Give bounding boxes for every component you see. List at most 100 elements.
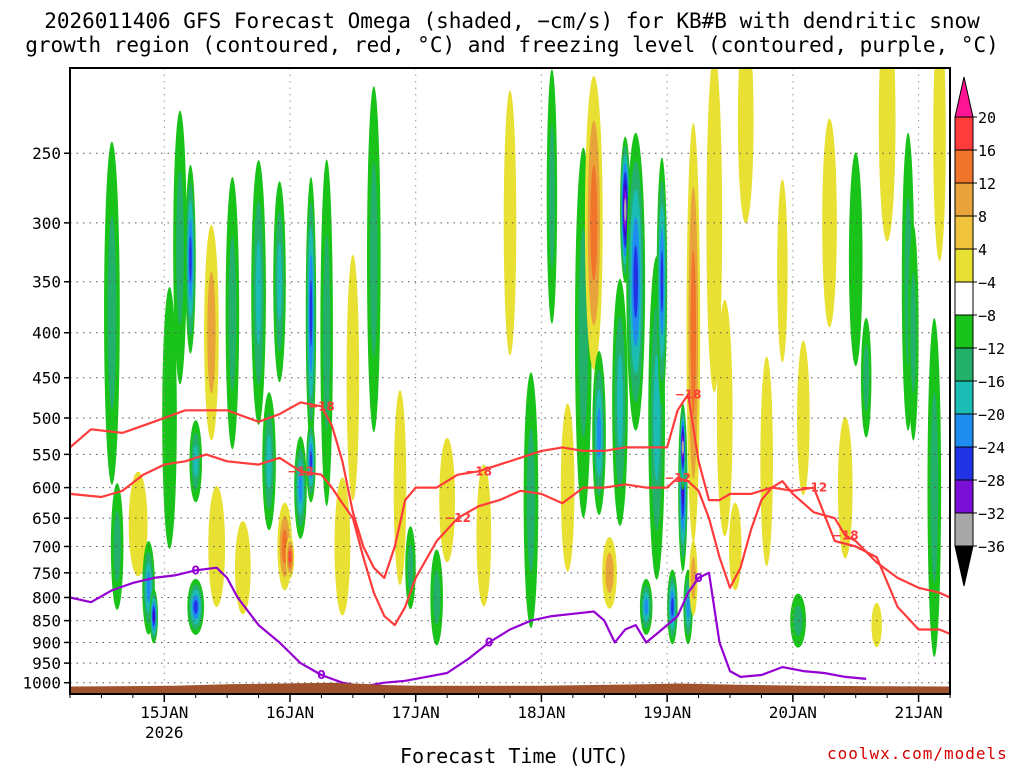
omega-blob — [208, 485, 226, 608]
colorbar-swatch — [954, 215, 974, 250]
x-axis-label: Forecast Time (UTC) — [400, 744, 629, 768]
omega-blob — [405, 526, 416, 610]
colorbar-swatch — [954, 116, 974, 151]
omega-level — [878, 68, 896, 242]
omega-blob — [503, 90, 517, 356]
omega-level — [728, 502, 742, 591]
omega-blob — [878, 68, 896, 242]
x-tick-label: 16JAN — [266, 703, 314, 722]
omega-blob — [367, 86, 381, 433]
omega-blob — [908, 224, 919, 441]
omega-blob — [285, 536, 295, 579]
colorbar-swatch — [954, 314, 974, 349]
omega-blob — [273, 181, 286, 383]
omega-blob — [162, 287, 177, 549]
omega-level — [863, 343, 870, 412]
omega-blob — [737, 68, 754, 224]
colorbar-swatch — [954, 380, 974, 415]
omega-level — [797, 340, 810, 496]
omega-shading — [104, 68, 946, 658]
omega-level — [152, 610, 156, 622]
omega-level — [162, 287, 177, 549]
contour-label: 0 — [485, 635, 493, 649]
colorbar-swatch — [954, 512, 974, 547]
omega-level — [590, 165, 598, 281]
omega-level — [228, 236, 237, 391]
colorbar-swatch — [954, 281, 974, 316]
omega-level — [930, 391, 939, 584]
omega-level — [128, 471, 148, 577]
colorbar-label: −4 — [978, 274, 996, 292]
omega-blob — [204, 224, 219, 441]
omega-level — [176, 170, 184, 325]
y-tick-label: 450 — [32, 369, 61, 388]
y-tick-label: 400 — [32, 324, 61, 343]
contour-label: 0 — [192, 563, 200, 577]
omega-blob — [439, 437, 455, 563]
colorbar-label: 16 — [978, 142, 996, 160]
x-tick-label: 19JAN — [643, 703, 691, 722]
omega-blob — [294, 436, 307, 539]
omega-blob — [110, 483, 124, 610]
y-tick-label: 350 — [32, 273, 61, 292]
omega-level — [760, 356, 773, 567]
omega-level — [189, 236, 192, 283]
omega-blob — [797, 340, 810, 496]
colorbar-label: 4 — [978, 241, 987, 259]
omega-blob — [251, 160, 266, 425]
x-tick-label: 18JAN — [517, 703, 565, 722]
x-tick-label: 21JAN — [894, 703, 942, 722]
omega-level — [334, 477, 351, 616]
omega-blob — [104, 141, 120, 485]
omega-blob — [187, 578, 205, 635]
terrain-fill — [70, 682, 950, 694]
omega-blob — [760, 356, 773, 567]
omega-level — [235, 521, 251, 615]
omega-blob — [306, 420, 316, 503]
omega-blob — [560, 403, 575, 572]
y-axis: 250 300 350 400 450 500 550 600 650 700 750 800 850 9… — [22, 144, 70, 693]
colorbar-label: −28 — [978, 472, 1005, 490]
colorbar-label: −24 — [978, 439, 1005, 457]
omega-blob — [667, 569, 678, 645]
omega-blob — [716, 299, 733, 537]
omega-level — [716, 299, 733, 537]
omega-blob — [128, 471, 148, 577]
y-tick-label: 300 — [32, 214, 61, 233]
omega-level — [690, 250, 697, 416]
y-tick-label: 700 — [32, 537, 61, 556]
colorbar-bottom-arrow — [954, 545, 974, 587]
omega-blob — [860, 317, 872, 438]
colorbar-swatch — [954, 413, 974, 448]
omega-blob — [639, 578, 653, 635]
omega-blob — [149, 588, 158, 644]
credit-link[interactable]: coolwx.com/models — [827, 744, 1008, 763]
omega-level — [686, 595, 690, 619]
omega-blob — [686, 122, 701, 543]
contour-label: −18 — [832, 528, 859, 542]
gridlines — [70, 68, 950, 694]
omega-blob — [346, 254, 360, 501]
omega-level — [476, 464, 492, 607]
omega-level — [433, 570, 441, 625]
omega-level — [837, 416, 853, 559]
omega-level — [369, 161, 378, 358]
omega-blob — [679, 404, 686, 490]
omega-blob — [706, 68, 723, 393]
omega-blob — [584, 75, 603, 370]
omega-level — [323, 234, 331, 431]
contour-line — [70, 453, 950, 635]
y-tick-label: 900 — [32, 633, 61, 652]
colorbar-label: −8 — [978, 307, 996, 325]
colorbar-swatch — [954, 479, 974, 514]
omega-level — [933, 68, 946, 262]
omega-blob — [822, 118, 837, 328]
y-tick-label: 550 — [32, 445, 61, 464]
omega-blob — [305, 176, 317, 450]
omega-level — [777, 179, 788, 363]
omega-level — [107, 216, 117, 411]
omega-level — [671, 597, 674, 617]
omega-blob — [189, 420, 202, 503]
colorbar-swatch — [954, 347, 974, 382]
